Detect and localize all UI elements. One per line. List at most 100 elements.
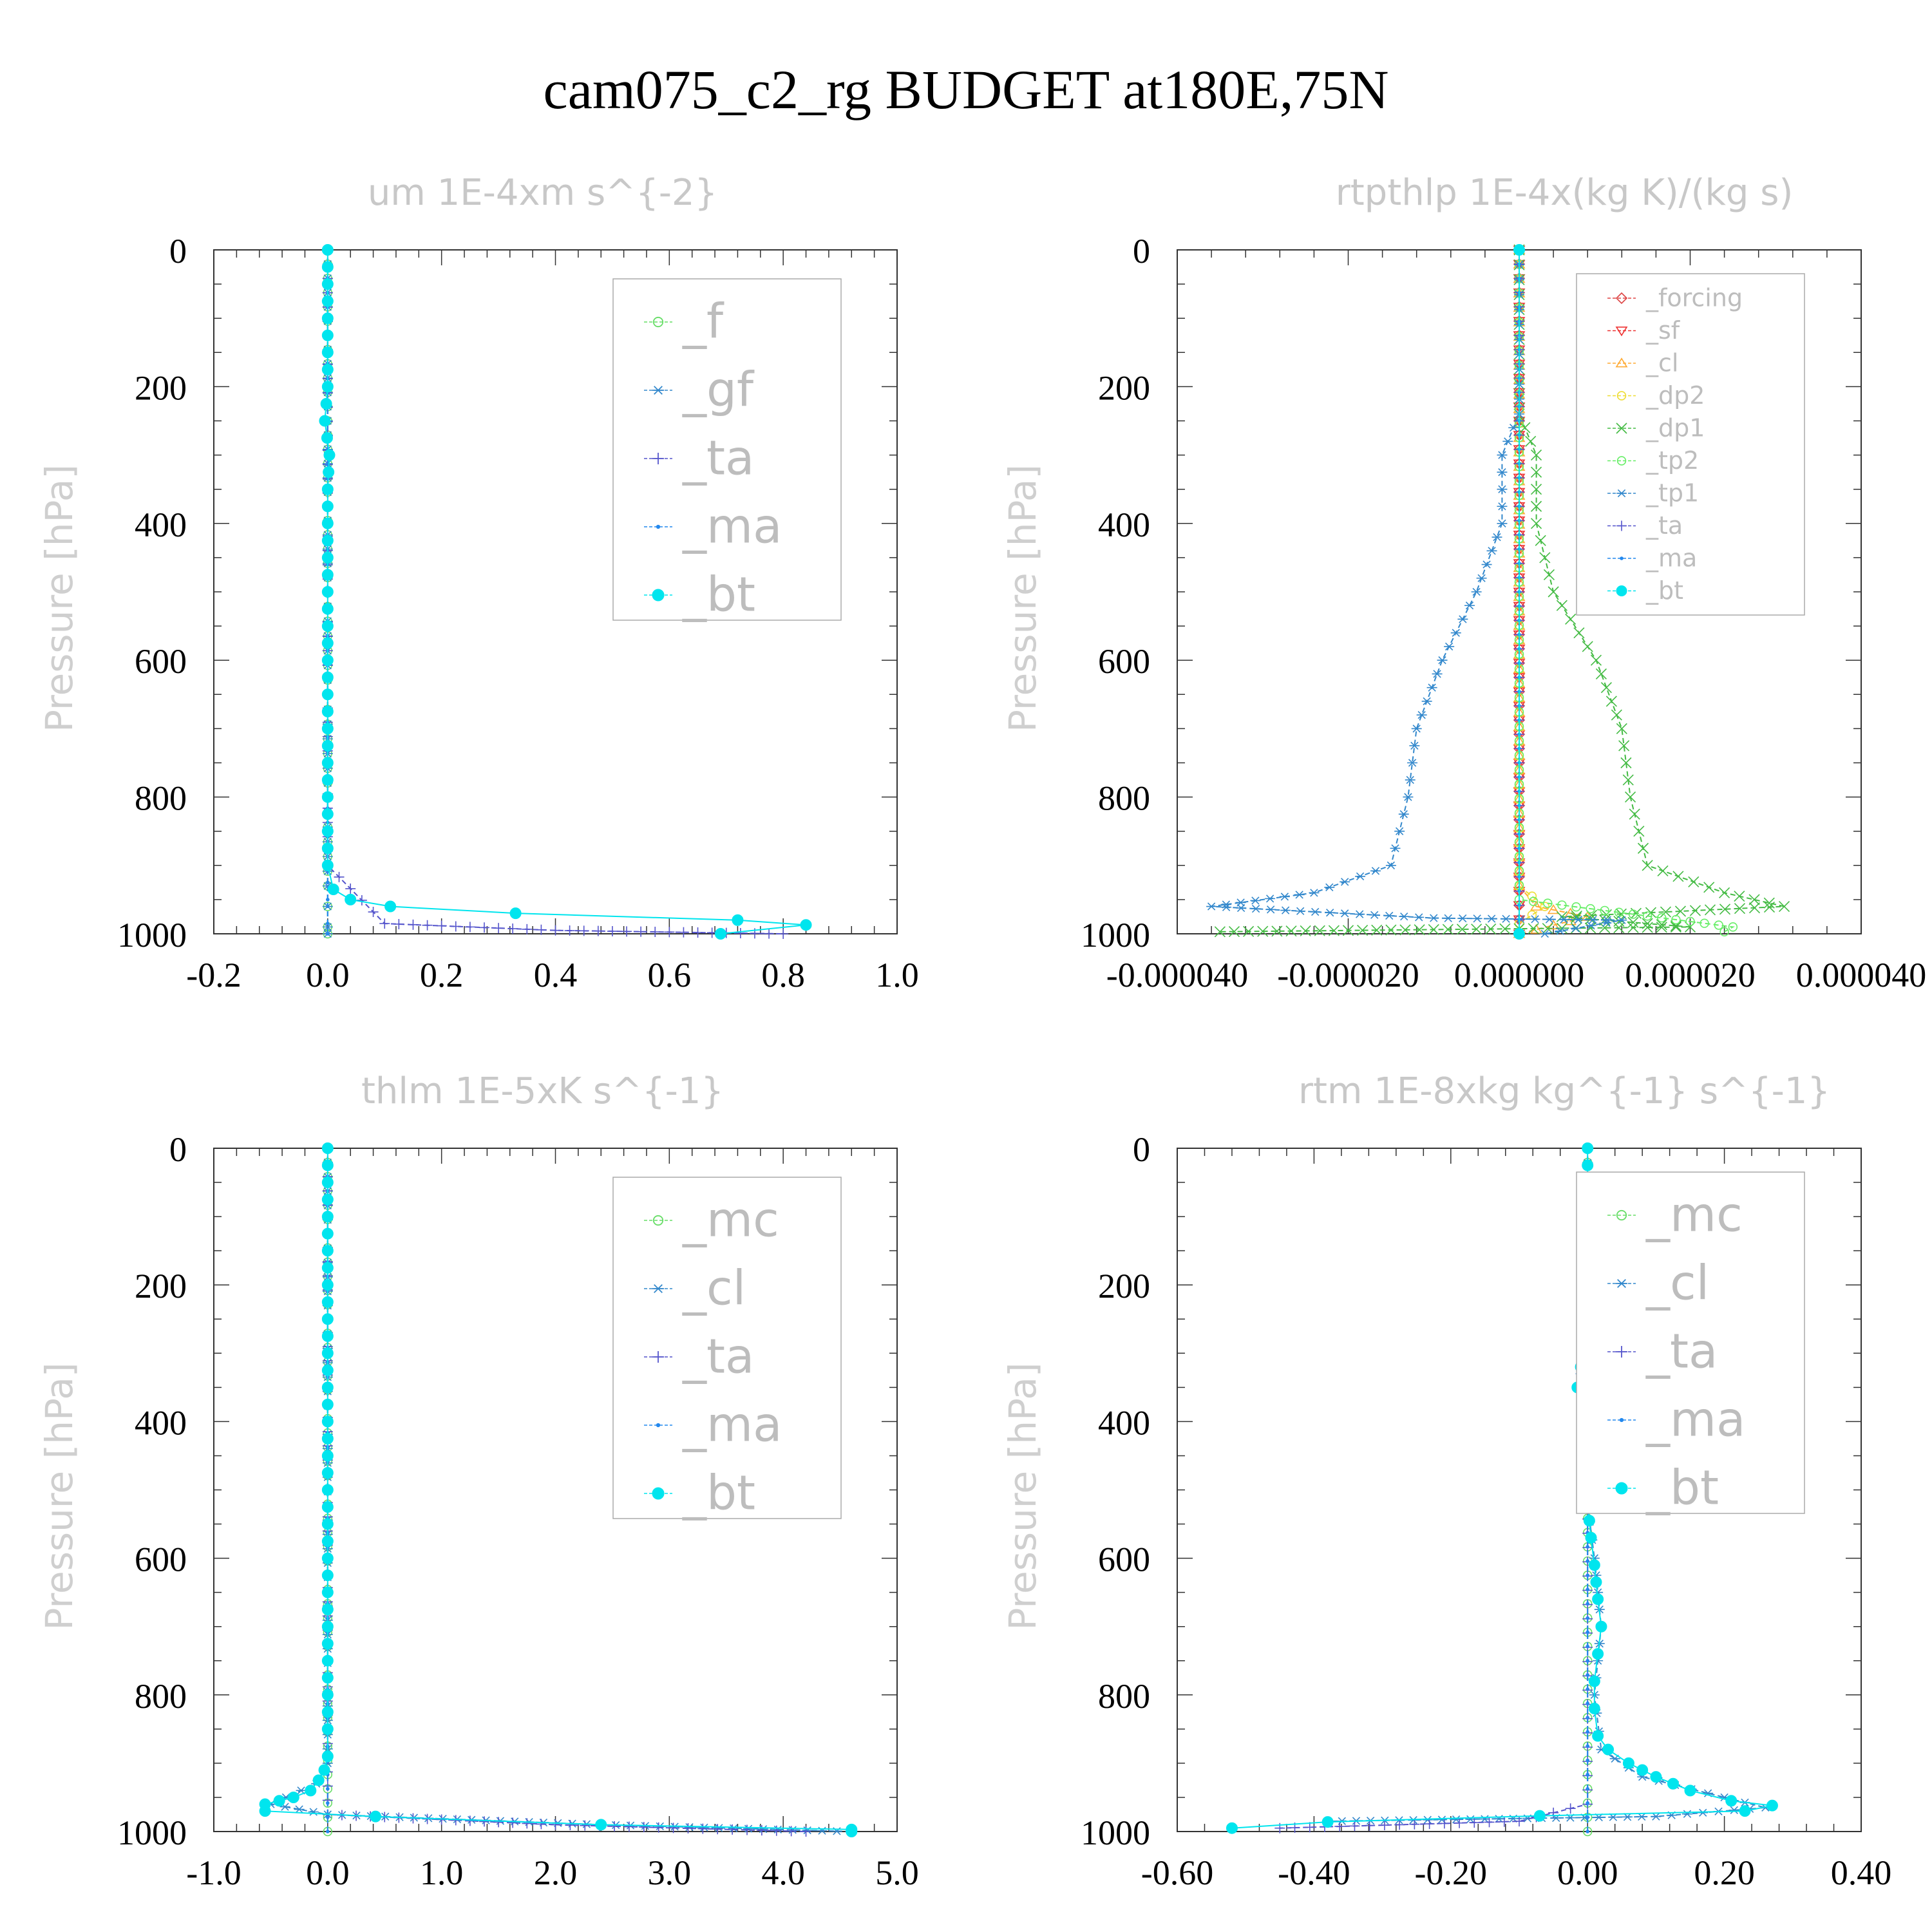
- data-point: [321, 329, 334, 341]
- legend-marker: [1619, 1417, 1624, 1423]
- x-tick-label: 5.0: [875, 1853, 919, 1892]
- data-point: [1226, 1822, 1238, 1834]
- data-point: [1595, 668, 1607, 680]
- legend-label: _forcing: [1645, 284, 1743, 312]
- data-point: [384, 900, 397, 913]
- data-point: [319, 415, 331, 427]
- data-point: [1586, 1701, 1589, 1705]
- data-point: [326, 922, 330, 925]
- data-point: [321, 261, 334, 273]
- data-point: [1642, 911, 1653, 921]
- data-point: [321, 1262, 334, 1274]
- legend-marker: [652, 1284, 664, 1293]
- x-tick-label: -0.000020: [1277, 956, 1419, 994]
- data-point: [1472, 914, 1482, 923]
- data-point: [1279, 893, 1290, 901]
- data-point: [1587, 916, 1598, 924]
- data-point: [321, 757, 334, 769]
- data-point: [1629, 808, 1640, 820]
- data-point: [699, 1823, 710, 1832]
- data-point: [522, 923, 533, 934]
- data-point: [683, 1823, 694, 1834]
- data-point: [321, 1364, 334, 1376]
- data-point: [1719, 887, 1730, 898]
- data-point: [1340, 878, 1350, 886]
- data-point: [1548, 586, 1559, 598]
- data-point: [464, 922, 475, 933]
- data-point: [1349, 1821, 1360, 1832]
- data-point: [743, 1824, 754, 1833]
- legend-label: _bt: [1645, 576, 1683, 605]
- panel-2: 0 200 400 600 800 1000-0.000040 -0.000020 0.000…: [1001, 172, 1926, 994]
- legend-marker: [1615, 357, 1628, 368]
- data-point: [1324, 883, 1335, 891]
- data-point: [536, 924, 547, 935]
- data-point: [1602, 1743, 1615, 1756]
- data-point: [1592, 1593, 1604, 1605]
- data-point: [1309, 889, 1320, 897]
- data-point: [678, 927, 689, 938]
- data-point: [742, 1824, 752, 1835]
- data-point: [1586, 1587, 1589, 1592]
- x-tick-label: 0.8: [761, 956, 805, 994]
- legend-label: _ta: [1645, 1323, 1718, 1379]
- x-tick-label: -0.2: [186, 956, 241, 994]
- data-point: [1586, 1730, 1589, 1734]
- data-point: [1357, 924, 1368, 936]
- data-point: [1437, 656, 1448, 665]
- panel-1: 0 200 400 600 800 1000-0.2 0.0 0.2 0.4 0.6 0.8 1.0 u…: [37, 172, 919, 994]
- data-point: [1436, 1815, 1447, 1824]
- data-point: [493, 1817, 504, 1828]
- data-point: [1704, 904, 1716, 916]
- data-point: [321, 620, 334, 632]
- y-tick-label: 800: [1098, 779, 1150, 818]
- data-point: [621, 926, 632, 937]
- data-point: [1565, 1803, 1576, 1814]
- data-point: [321, 1227, 334, 1240]
- data-point: [1476, 574, 1487, 582]
- data-point: [1328, 925, 1340, 936]
- data-point: [1657, 865, 1669, 876]
- data-point: [550, 925, 561, 936]
- data-point: [1601, 918, 1612, 927]
- data-point: [507, 1817, 518, 1828]
- data-point: [1614, 907, 1624, 917]
- data-point: [1734, 903, 1746, 914]
- data-point: [1334, 1821, 1345, 1832]
- x-tick-label: -0.40: [1278, 1853, 1350, 1892]
- x-tick-label: 0.4: [534, 956, 578, 994]
- series-bt: [319, 244, 812, 940]
- data-point: [1628, 909, 1638, 919]
- data-point: [1525, 435, 1537, 447]
- data-point: [321, 1432, 334, 1444]
- data-point: [1426, 683, 1437, 692]
- x-tick-label: 3.0: [648, 1853, 692, 1892]
- data-point: [607, 926, 618, 937]
- data-point: [1590, 654, 1602, 666]
- y-tick-label: 400: [135, 506, 187, 544]
- data-point: [728, 1824, 739, 1833]
- data-point: [1403, 793, 1414, 801]
- data-point: [1321, 1816, 1334, 1828]
- data-point: [321, 1654, 334, 1667]
- data-point: [1557, 900, 1567, 910]
- data-point: [800, 919, 812, 931]
- data-point: [321, 517, 334, 529]
- y-tick-label: 800: [135, 1677, 187, 1716]
- data-point: [1586, 1830, 1589, 1833]
- data-point: [1280, 906, 1291, 914]
- data-point: [1657, 913, 1667, 923]
- data-point: [1670, 922, 1681, 933]
- data-point: [327, 883, 339, 895]
- legend-marker: [656, 1423, 661, 1428]
- y-tick-label: 800: [1098, 1677, 1150, 1716]
- data-point: [1416, 710, 1427, 719]
- data-point: [321, 586, 334, 598]
- series-line: [1519, 250, 1736, 933]
- panel-3: 0 200 400 600 800 1000-1.0 0.0 1.0 2.0 3.0 4.0 5.0 t…: [37, 1070, 919, 1892]
- legend-box: [612, 1177, 842, 1519]
- data-point: [321, 1193, 334, 1206]
- data-point: [1214, 926, 1226, 938]
- data-point: [1600, 905, 1609, 916]
- series-bt: [1513, 244, 1525, 940]
